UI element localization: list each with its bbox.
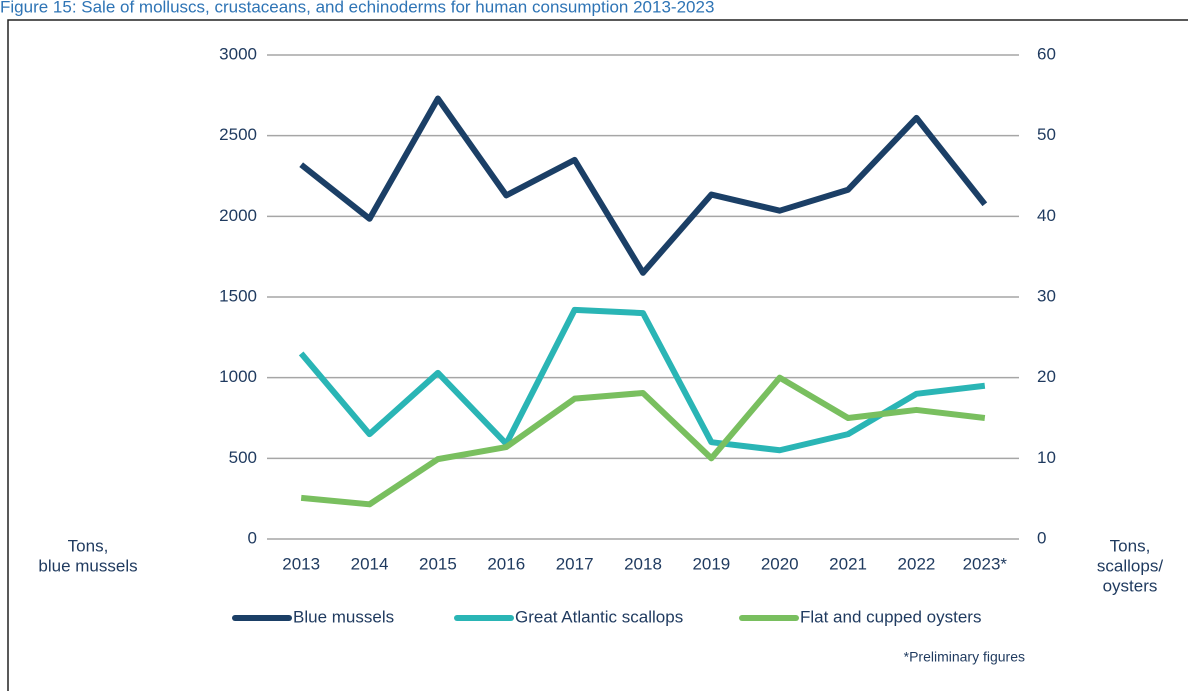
legend-label: Blue mussels — [293, 607, 394, 626]
y2-tick-label: 0 — [1037, 528, 1046, 547]
y-axis-label: blue mussels — [38, 556, 137, 575]
x-tick-label: 2014 — [351, 554, 389, 573]
y2-tick-label: 60 — [1037, 44, 1056, 63]
frame — [7, 19, 1188, 691]
y-tick-label: 0 — [248, 528, 257, 547]
legend-label: Great Atlantic scallops — [515, 607, 683, 626]
x-tick-label: 2018 — [624, 554, 662, 573]
y2-tick-label: 40 — [1037, 206, 1056, 225]
footnote: *Preliminary figures — [904, 649, 1025, 665]
y2-axis-label: Tons, — [1110, 536, 1151, 555]
y2-tick-label: 10 — [1037, 448, 1056, 467]
x-tick-label: 2016 — [487, 554, 525, 573]
y2-axis-label: oysters — [1103, 576, 1158, 595]
x-tick-label: 2021 — [829, 554, 867, 573]
series-line — [300, 374, 986, 508]
x-tick-label: 2023* — [963, 554, 1008, 573]
y-tick-label: 3000 — [219, 44, 257, 63]
y-axis-label: Tons, — [68, 536, 109, 555]
legend-label: Flat and cupped oysters — [800, 607, 981, 626]
x-tick-label: 2015 — [419, 554, 457, 573]
y-tick-label: 1500 — [219, 286, 257, 305]
x-tick-label: 2019 — [692, 554, 730, 573]
y2-tick-label: 20 — [1037, 367, 1056, 386]
chart-title: Figure 15: Sale of molluscs, crustaceans… — [0, 0, 714, 16]
series-line — [298, 306, 986, 454]
y2-axis-label: scallops/ — [1097, 556, 1163, 575]
x-tick-label: 2013 — [282, 554, 320, 573]
series-line — [299, 95, 988, 276]
y-tick-label: 500 — [229, 448, 257, 467]
y-tick-label: 2500 — [219, 125, 257, 144]
x-tick-label: 2017 — [556, 554, 594, 573]
y2-tick-label: 50 — [1037, 125, 1056, 144]
x-tick-label: 2022 — [898, 554, 936, 573]
y-tick-label: 1000 — [219, 367, 257, 386]
y2-tick-label: 30 — [1037, 286, 1056, 305]
x-tick-label: 2020 — [761, 554, 799, 573]
y-tick-label: 2000 — [219, 206, 257, 225]
